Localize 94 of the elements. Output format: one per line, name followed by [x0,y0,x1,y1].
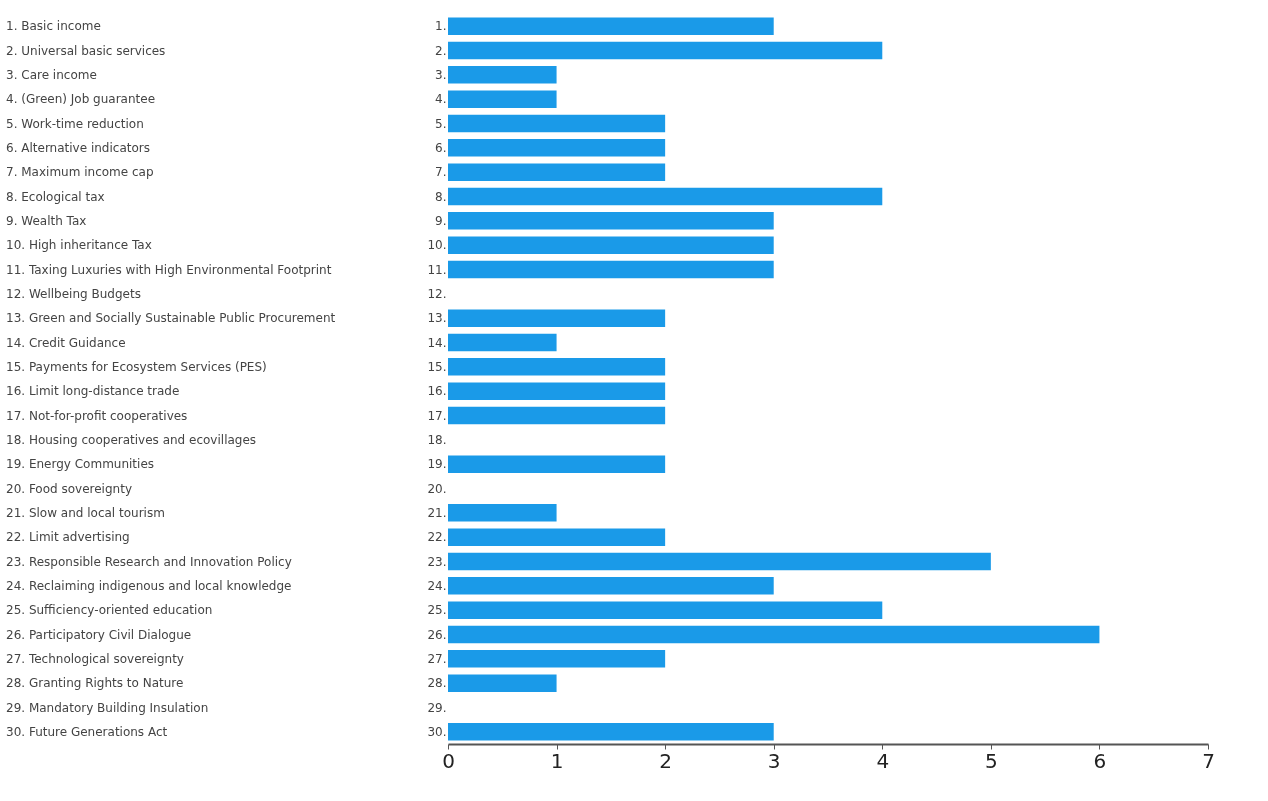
bar [448,236,774,254]
y-tick-label: 15. [427,359,447,374]
x-tick-label: 0 [442,748,455,773]
bar [448,625,1100,644]
text: 7. Maximum income cap [6,165,154,180]
y-tick-label: 8. [435,189,447,204]
y-tick-label: 16. [427,384,447,399]
bar [448,114,666,133]
bar [448,260,774,279]
bar [448,455,666,473]
y-tick-label: 14. [427,335,447,350]
bar [448,723,774,741]
bar [448,163,666,181]
text: 20. Food sovereignty [6,481,132,496]
y-tick-label: 2. [435,43,447,58]
x-tick-label: 5 [984,748,998,773]
text: 1. Basic income [6,19,101,34]
text: 28. Granting Rights to Nature [6,676,184,691]
bar [448,309,666,327]
y-tick-label: 19. [427,457,447,472]
bar [448,577,774,595]
text: 8. Ecological tax [6,189,105,204]
text: 12. Wellbeing Budgets [6,286,141,301]
text: 9. Wealth Tax [6,213,87,228]
text: 2. Universal basic services [6,43,166,58]
text: 16. Limit long-distance trade [6,384,180,399]
y-tick-label: 13. [427,311,447,326]
text: 4. (Green) Job guarantee [6,92,156,107]
y-tick-label: 4. [435,92,447,107]
y-tick-label: 7. [435,165,447,180]
y-tick-label: 21. [427,505,447,520]
y-tick-label: 17. [427,408,447,423]
bar [448,66,557,84]
text: 21. Slow and local tourism [6,505,165,520]
text: 6. Alternative indicators [6,140,150,155]
y-tick-label: 25. [427,603,447,618]
text: 26. Participatory Civil Dialogue [6,627,192,642]
text: 3. Care income [6,67,97,82]
bar [448,17,774,35]
y-tick-label: 29. [427,700,447,715]
y-tick-label: 3. [435,67,447,82]
y-tick-label: 6. [435,140,447,155]
text: 22. Limit advertising [6,530,130,545]
bar [448,139,666,157]
text: 13. Green and Socially Sustainable Public Procurement [6,311,336,326]
x-tick-label: 4 [876,748,890,773]
bar [448,650,666,668]
y-tick-label: 1. [435,19,447,34]
x-tick-label: 6 [1093,748,1107,773]
bar [448,333,557,352]
text: 14. Credit Guidance [6,335,126,350]
y-tick-label: 22. [427,530,447,545]
text: 24. Reclaiming indigenous and local knowledge [6,578,292,593]
text: 10. High inheritance Tax [6,238,152,253]
y-tick-label: 18. [427,432,447,447]
y-tick-label: 12. [427,286,447,301]
text: 5. Work-time reduction [6,116,144,131]
bar [448,187,883,206]
text: 11. Taxing Luxuries with High Environmental Footprint [6,262,332,277]
y-tick-label: 9. [435,213,447,228]
text: 18. Housing cooperatives and ecovillages [6,432,257,447]
x-tick-label: 1 [550,748,564,773]
y-tick-label: 5. [435,116,447,131]
text: 19. Energy Communities [6,457,155,472]
y-tick-label: 23. [427,554,447,569]
y-tick-label: 26. [427,627,447,642]
bar [448,382,666,400]
y-tick-label: 28. [427,676,447,691]
bar [448,504,557,522]
bar [448,528,666,546]
bar [448,90,557,108]
x-tick-label: 7 [1202,748,1215,773]
y-tick-label: 24. [427,578,447,593]
bar [448,41,883,60]
bar [448,358,666,376]
bar [448,406,666,425]
y-tick-label: 27. [427,651,447,666]
bar [448,552,991,571]
text: 23. Responsible Research and Innovation Policy [6,554,292,569]
x-tick-label: 2 [659,748,673,773]
text: 30. Future Generations Act [6,724,168,739]
text: 17. Not-for-profit cooperatives [6,408,188,423]
text: 25. Sufficiency-oriented education [6,603,213,618]
bar [448,674,557,692]
x-tick-label: 3 [767,748,781,773]
bar [448,601,883,619]
y-tick-label: 11. [427,262,447,277]
text: 15. Payments for Ecosystem Services (PES) [6,359,267,374]
bar [448,212,774,230]
y-tick-label: 20. [427,481,447,496]
text: 29. Mandatory Building Insulation [6,700,209,715]
y-tick-label: 30. [427,724,447,739]
y-tick-label: 10. [427,238,447,253]
text: 27. Technological sovereignty [6,651,184,666]
